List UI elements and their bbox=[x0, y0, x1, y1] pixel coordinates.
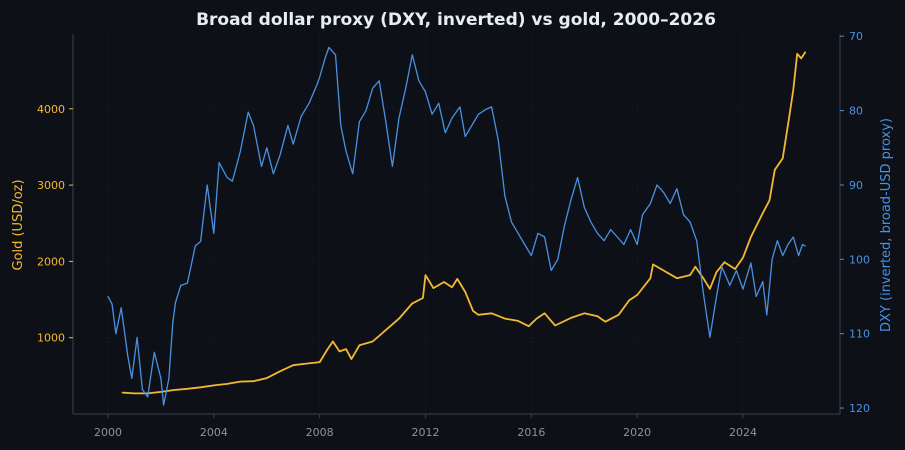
dxy-series-line bbox=[107, 46, 806, 406]
x-tick-label: 2012 bbox=[412, 426, 440, 439]
right-y-tick-label: 120 bbox=[849, 402, 870, 415]
series-lines bbox=[107, 46, 807, 406]
x-tick-label: 2004 bbox=[200, 426, 228, 439]
left-y-axis-ticks: 1000 2000 3000 4000 bbox=[37, 103, 73, 345]
right-y-axis-ticks: 70 80 90 100 110 120 bbox=[840, 30, 870, 415]
left-y-tick-label: 3000 bbox=[37, 179, 65, 192]
background-grid bbox=[73, 34, 840, 414]
right-y-tick-label: 100 bbox=[849, 253, 870, 266]
axes-frame bbox=[72, 34, 841, 415]
gold-series-line bbox=[121, 51, 807, 395]
left-y-tick-label: 4000 bbox=[37, 103, 65, 116]
x-axis-ticks: 2000 2004 2008 2012 2016 2020 2024 bbox=[94, 414, 757, 439]
right-y-axis-label: DXY (inverted, broad-USD proxy) bbox=[879, 118, 894, 332]
right-y-tick-label: 70 bbox=[849, 30, 863, 43]
x-tick-label: 2016 bbox=[517, 426, 545, 439]
chart-title: Broad dollar proxy (DXY, inverted) vs go… bbox=[196, 10, 716, 30]
x-tick-label: 2024 bbox=[729, 426, 757, 439]
x-tick-label: 2008 bbox=[306, 426, 334, 439]
left-y-tick-label: 2000 bbox=[37, 255, 65, 268]
x-tick-label: 2000 bbox=[94, 426, 122, 439]
left-y-axis-label: Gold (USD/oz) bbox=[11, 179, 26, 270]
right-y-tick-label: 80 bbox=[849, 105, 863, 118]
x-tick-label: 2020 bbox=[623, 426, 651, 439]
left-y-tick-label: 1000 bbox=[37, 332, 65, 345]
right-y-tick-label: 110 bbox=[849, 328, 870, 341]
right-y-tick-label: 90 bbox=[849, 179, 863, 192]
